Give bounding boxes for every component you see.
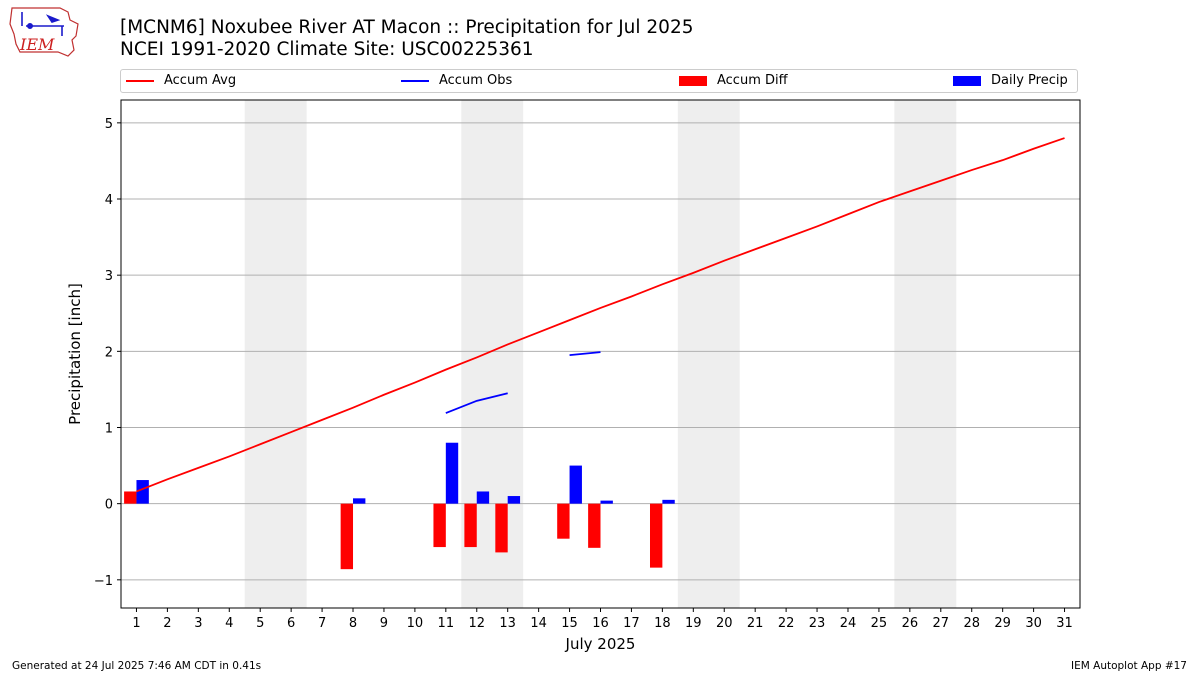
x-tick-label-30: 30 (1025, 616, 1042, 631)
daily-precip-bar-day-18 (662, 499, 675, 504)
x-tick-label-5: 5 (256, 616, 264, 631)
footer-generated: Generated at 24 Jul 2025 7:46 AM CDT in … (12, 660, 262, 672)
daily-precip-bar-day-1 (136, 480, 149, 504)
legend-label-accum-obs: Accum Obs (439, 73, 513, 88)
x-tick-label-20: 20 (716, 616, 733, 631)
x-tick-label-31: 31 (1056, 616, 1073, 631)
iem-logo: IEM (9, 7, 79, 57)
x-tick-label-2: 2 (163, 616, 171, 631)
x-tick-label-11: 11 (438, 616, 455, 631)
title-line-2: NCEI 1991-2020 Climate Site: USC00225361 (120, 39, 534, 60)
daily-precip-bar-day-11 (445, 442, 459, 504)
x-tick-label-7: 7 (318, 616, 326, 631)
x-tick-label-27: 27 (933, 616, 950, 631)
x-tick-label-3: 3 (194, 616, 202, 631)
x-tick-label-22: 22 (778, 616, 795, 631)
x-tick-label-1: 1 (132, 616, 140, 631)
accum-diff-bar-day-16 (588, 503, 601, 548)
weather-station-icon (21, 12, 64, 36)
x-tick-label-29: 29 (994, 616, 1011, 631)
x-tick-label-17: 17 (623, 616, 640, 631)
daily-precip-bar-day-15 (569, 465, 582, 504)
y-tick-label-3: 2 (105, 345, 113, 360)
y-tick-label-2: 1 (105, 421, 113, 436)
y-tick-label-4: 3 (105, 269, 113, 284)
legend-label-accum-avg: Accum Avg (164, 73, 237, 88)
x-tick-label-9: 9 (380, 616, 388, 631)
weekend-shading-3 (894, 100, 957, 608)
x-tick-label-10: 10 (407, 616, 424, 631)
accum-diff-bar-day-12 (464, 503, 477, 548)
x-tick-label-25: 25 (871, 616, 888, 631)
accum-diff-bar-day-13 (495, 503, 508, 553)
logo-text: IEM (19, 35, 55, 54)
x-axis-label: July 2025 (565, 635, 636, 653)
weekend-shading-2 (677, 100, 740, 608)
x-tick-label-18: 18 (654, 616, 671, 631)
legend-swatch-accum-diff (679, 75, 707, 86)
x-tick-label-8: 8 (349, 616, 357, 631)
legend-item-accum-avg: Accum Avg (126, 73, 236, 88)
legend-swatch-accum-avg (126, 79, 154, 82)
legend-swatch-daily-precip (953, 75, 981, 86)
accum-diff-bar-day-18 (649, 503, 663, 568)
footer-app-id: IEM Autoplot App #17 (1071, 660, 1187, 672)
legend-swatch-accum-obs (401, 79, 429, 82)
state-outline-icon (9, 7, 79, 57)
x-tick-label-21: 21 (747, 616, 764, 631)
x-tick-label-4: 4 (225, 616, 233, 631)
y-tick-label-1: 0 (105, 498, 113, 513)
x-tick-label-16: 16 (592, 616, 609, 631)
x-tick-label-12: 12 (468, 616, 485, 631)
x-tick-label-23: 23 (809, 616, 826, 631)
accum-diff-bar-day-11 (433, 503, 446, 548)
legend: Accum Avg Accum Obs Accum Diff Daily Pre… (120, 69, 1078, 93)
x-tick-label-15: 15 (561, 616, 578, 631)
daily-precip-bar-day-13 (507, 496, 521, 504)
title-line-1: [MCNM6] Noxubee River AT Macon :: Precip… (120, 17, 694, 38)
daily-precip-bar-day-12 (476, 491, 490, 504)
x-tick-label-24: 24 (840, 616, 857, 631)
legend-item-accum-obs: Accum Obs (401, 73, 512, 88)
accum-diff-bar-day-1 (124, 491, 137, 504)
x-tick-label-13: 13 (499, 616, 516, 631)
y-tick-label-6: 5 (105, 117, 113, 132)
y-tick-label-5: 4 (105, 193, 113, 208)
weekend-shading-0 (244, 100, 307, 608)
y-tick-label-0: −1 (94, 574, 113, 589)
legend-item-accum-diff: Accum Diff (679, 73, 788, 88)
accum-avg-line (136, 137, 1065, 493)
y-axis-label: Precipitation [inch] (66, 283, 84, 425)
x-tick-label-14: 14 (530, 616, 547, 631)
legend-label-accum-diff: Accum Diff (717, 73, 788, 88)
legend-item-daily-precip: Daily Precip (953, 73, 1068, 88)
x-tick-label-26: 26 (902, 616, 919, 631)
accum-obs-line-segment-0 (445, 392, 508, 414)
chart-title: [MCNM6] Noxubee River AT Macon :: Precip… (120, 17, 693, 61)
x-tick-label-28: 28 (963, 616, 980, 631)
x-tick-label-6: 6 (287, 616, 295, 631)
accum-diff-bar-day-8 (340, 503, 354, 570)
x-tick-label-19: 19 (685, 616, 702, 631)
accum-diff-bar-day-15 (557, 503, 570, 539)
legend-label-daily-precip: Daily Precip (991, 73, 1068, 88)
daily-precip-bar-day-16 (600, 500, 613, 504)
accum-obs-line-segment-1 (569, 351, 601, 357)
daily-precip-bar-day-8 (353, 498, 366, 504)
